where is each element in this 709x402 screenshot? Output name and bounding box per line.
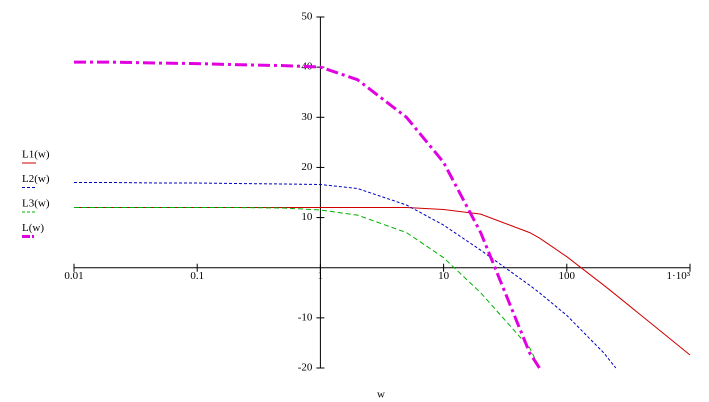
- legend-label: L3(w): [22, 198, 50, 210]
- series-line: [74, 207, 691, 356]
- series-line: [74, 207, 540, 369]
- x-tick-label: 10: [438, 270, 450, 282]
- x-tick-label: 1·10³: [667, 270, 691, 282]
- y-tick-label: 30: [301, 111, 313, 123]
- legend-label: L2(w): [22, 173, 50, 185]
- series-line: [74, 60, 541, 369]
- y-tick-label: 20: [301, 161, 313, 173]
- x-axis-label: w: [377, 389, 385, 401]
- y-tick-label: -20: [298, 362, 313, 374]
- x-tick-label: 100: [559, 270, 576, 282]
- y-tick-label: -10: [298, 311, 313, 323]
- legend-label: L1(w): [22, 149, 50, 161]
- x-tick-label: 0.1: [190, 270, 204, 282]
- y-tick-label: 50: [301, 11, 313, 23]
- legend-label: L(w): [22, 222, 44, 234]
- y-tick-label: 10: [301, 211, 313, 223]
- series-line: [74, 182, 617, 369]
- x-tick-label: 0.01: [64, 270, 83, 282]
- x-tick-label: 1: [318, 270, 324, 282]
